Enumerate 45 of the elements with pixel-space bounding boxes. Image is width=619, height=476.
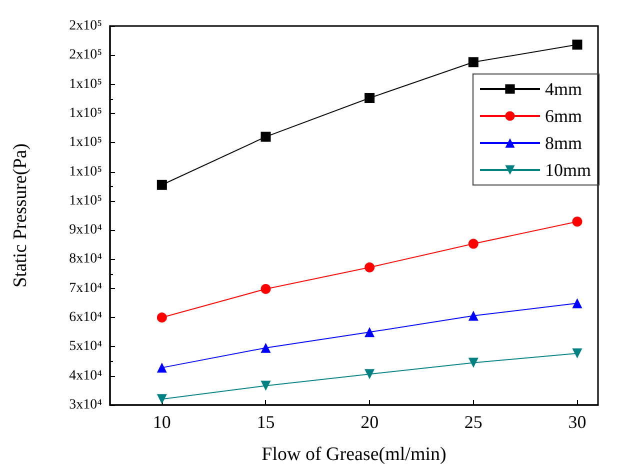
point	[364, 369, 375, 380]
point	[572, 216, 582, 227]
point	[260, 284, 271, 294]
x-tick-label: 20	[360, 412, 379, 432]
x-tick-label: 25	[464, 412, 482, 432]
point	[156, 362, 167, 373]
y-tick-label: 4x10⁴	[69, 368, 102, 384]
x-tick-label: 30	[568, 412, 586, 432]
point	[156, 394, 167, 404]
y-tick-label: 3x10⁴	[69, 398, 102, 412]
legend-label: 8mm	[545, 133, 582, 153]
point	[260, 132, 271, 142]
point	[156, 180, 167, 190]
x-tick-label: 10	[152, 412, 171, 432]
point	[260, 342, 271, 353]
y-tick-label: 8x10⁴	[69, 252, 102, 267]
point	[468, 57, 478, 68]
legend-label: 10mm	[545, 160, 592, 180]
x-tick-label: 15	[256, 412, 275, 432]
point	[468, 238, 478, 249]
y-tick-label: 2x10⁵	[69, 18, 102, 34]
y-tick-label: 1x10⁵	[69, 135, 102, 150]
point	[572, 298, 582, 308]
point	[156, 312, 167, 323]
y-tick-label: 1x10⁵	[69, 106, 102, 121]
y-tick-label: 7x10⁴	[69, 280, 102, 296]
x-axis-title: Flow of Grease(ml/min)	[262, 444, 446, 465]
y-tick-label: 1x10⁵	[69, 193, 102, 208]
point	[364, 327, 375, 338]
point	[572, 40, 582, 50]
point	[572, 348, 582, 358]
y-tick-label: 1x10⁵	[69, 164, 102, 180]
y-tick-label: 6x10⁴	[69, 310, 102, 326]
y-tick-label: 9x10⁴	[69, 222, 102, 238]
point	[364, 262, 375, 272]
legend-label: 6mm	[545, 106, 582, 126]
point	[364, 93, 375, 104]
point	[468, 358, 478, 368]
y-tick-label: 1x10⁵	[69, 76, 102, 92]
point	[468, 310, 478, 321]
point	[260, 380, 271, 391]
legend-label: 4mm	[545, 79, 582, 99]
y-axis-title: Static Pressure(Pa)	[10, 143, 31, 288]
y-tick-label: 2x10⁵	[69, 48, 102, 63]
y-tick-label: 5x10⁴	[69, 339, 102, 354]
